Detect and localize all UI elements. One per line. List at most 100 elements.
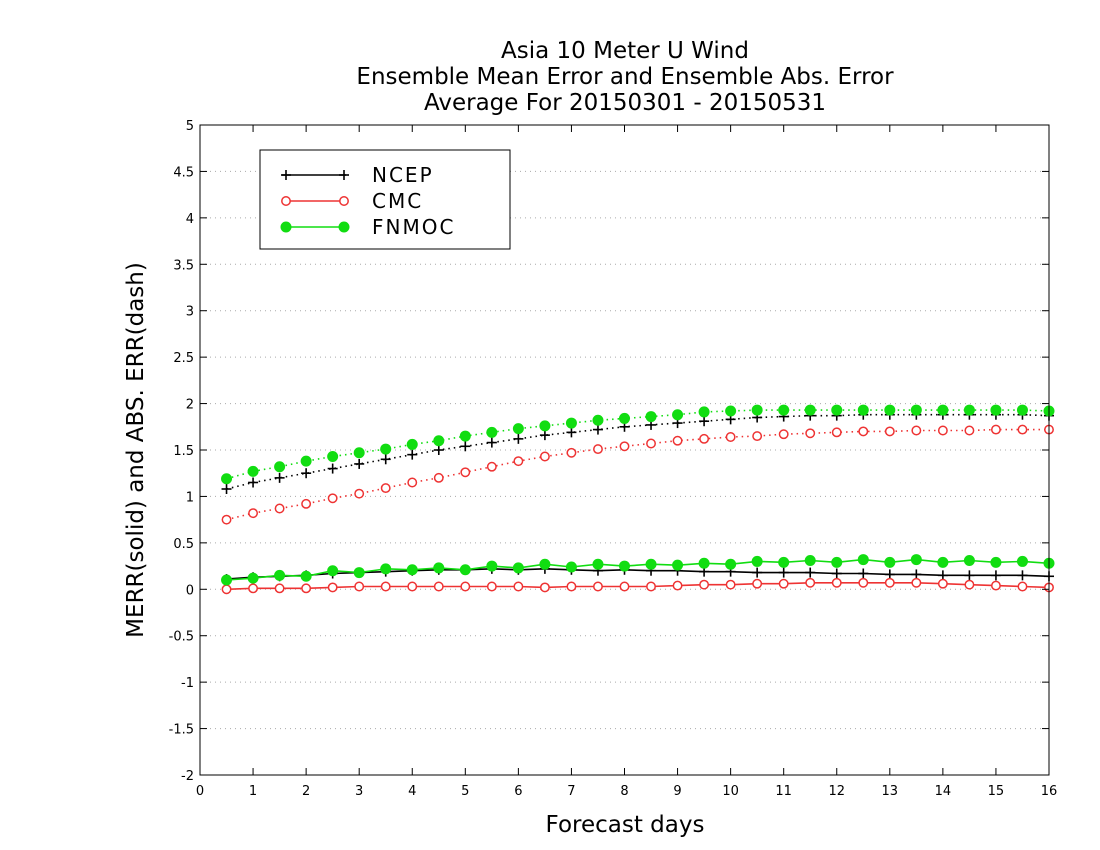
fnmoc-mean-error-point xyxy=(565,561,577,573)
fnmoc-abs-error-point xyxy=(327,451,339,462)
cmc-abs-error-point xyxy=(407,477,418,488)
cmc-mean-error-point xyxy=(964,579,975,590)
ncep-abs-error-point xyxy=(539,430,550,441)
x-tick-label: 14 xyxy=(935,784,952,799)
cmc-mean-error-point xyxy=(805,577,816,588)
fnmoc-abs-error-point xyxy=(353,447,365,459)
cmc-abs-error-point xyxy=(593,444,603,455)
ncep-abs-error-point xyxy=(566,427,577,438)
cmc-abs-error-point xyxy=(354,488,365,499)
cmc-mean-error-point xyxy=(407,581,418,592)
x-tick-label: 6 xyxy=(514,784,522,799)
ncep-abs-error-point xyxy=(248,477,259,488)
y-tick-label: 1 xyxy=(186,490,194,505)
fnmoc-mean-error-point xyxy=(884,556,896,568)
fnmoc-mean-error-point xyxy=(778,556,790,568)
fnmoc-mean-error-point xyxy=(380,563,392,575)
cmc-abs-error-point xyxy=(911,425,922,436)
legend-label-ncep: NCEP xyxy=(372,163,434,187)
cmc-abs-error-point xyxy=(248,508,259,519)
legend-marker-ncep xyxy=(339,170,349,180)
series-cmc xyxy=(221,424,1054,595)
cmc-abs-error-point xyxy=(513,456,524,467)
cmc-abs-error-point xyxy=(725,432,736,442)
ncep-mean-error-point xyxy=(831,568,842,579)
fnmoc-abs-error-point xyxy=(831,404,843,416)
fnmoc-abs-error-point xyxy=(725,405,737,417)
x-tick-label: 13 xyxy=(882,784,899,799)
cmc-abs-error-point xyxy=(990,424,1001,435)
fnmoc-abs-error-point xyxy=(990,404,1002,416)
series-layer xyxy=(221,404,1055,595)
ncep-abs-error-point xyxy=(513,433,524,444)
ncep-abs-error-point xyxy=(407,449,418,460)
x-tick-label: 11 xyxy=(775,784,792,799)
x-tick-label: 3 xyxy=(355,784,363,799)
y-tick-label: 1.5 xyxy=(173,444,194,459)
fnmoc-mean-error-point xyxy=(1016,555,1028,567)
y-tick-label: -0.5 xyxy=(169,630,194,645)
x-tick-label: 0 xyxy=(196,784,204,799)
fnmoc-mean-error-point xyxy=(831,556,843,568)
fnmoc-mean-error-point xyxy=(672,559,684,571)
ncep-abs-error-line xyxy=(226,413,1050,490)
ncep-mean-error-point xyxy=(805,567,816,578)
y-tick-label: 0 xyxy=(186,583,194,598)
cmc-mean-error-point xyxy=(672,580,683,591)
fnmoc-mean-error-point xyxy=(406,564,418,576)
cmc-abs-error-point xyxy=(752,431,763,442)
fnmoc-abs-error-point xyxy=(804,404,816,416)
cmc-mean-error-point xyxy=(566,581,577,592)
cmc-abs-error-point xyxy=(646,438,656,449)
cmc-abs-error-point xyxy=(433,472,444,483)
cmc-abs-error-point xyxy=(274,503,285,514)
ncep-mean-error-point xyxy=(964,570,975,581)
fnmoc-mean-error-point xyxy=(698,557,710,569)
cmc-mean-error-point xyxy=(911,577,922,588)
legend-label-fnmoc: FNMOC xyxy=(372,215,455,239)
fnmoc-mean-error-point xyxy=(990,556,1002,568)
cmc-mean-error-point xyxy=(433,581,444,592)
cmc-mean-error-point xyxy=(646,581,656,592)
fnmoc-mean-error-point xyxy=(486,560,498,572)
cmc-mean-error-point xyxy=(380,581,391,592)
y-tick-label: 2 xyxy=(186,398,194,413)
fnmoc-abs-error-point xyxy=(380,443,392,455)
fnmoc-mean-error-point xyxy=(963,555,975,566)
fnmoc-mean-error-point xyxy=(592,558,604,570)
fnmoc-mean-error-point xyxy=(857,554,869,566)
ncep-abs-error-point xyxy=(301,468,312,479)
cmc-abs-error-point xyxy=(619,441,630,452)
y-tick-label: 4 xyxy=(186,212,194,227)
cmc-mean-error-point xyxy=(778,578,789,589)
cmc-abs-error-point xyxy=(1017,424,1028,435)
cmc-mean-error-point xyxy=(831,577,842,588)
title-line-1: Asia 10 Meter U Wind xyxy=(501,38,749,64)
ncep-abs-error-point xyxy=(221,484,232,494)
x-tick-label: 2 xyxy=(302,784,310,799)
fnmoc-abs-error-point xyxy=(884,404,896,416)
y-tick-label: 3 xyxy=(186,305,194,320)
ncep-abs-error-point xyxy=(433,445,444,455)
ncep-abs-error-point xyxy=(460,441,471,452)
cmc-mean-error-point xyxy=(248,583,259,594)
fnmoc-abs-error-point xyxy=(698,406,710,418)
x-tick-label: 1 xyxy=(249,784,257,799)
y-tick-label: 2.5 xyxy=(173,351,194,366)
cmc-abs-error-point xyxy=(964,425,975,436)
cmc-mean-error-point xyxy=(354,581,365,592)
cmc-mean-error-point xyxy=(937,578,948,589)
fnmoc-abs-error-point xyxy=(963,404,975,416)
y-tick-label: 3.5 xyxy=(173,258,194,273)
fnmoc-mean-error-point xyxy=(353,567,365,579)
cmc-mean-error-point xyxy=(301,583,312,594)
cmc-abs-error-point xyxy=(858,426,869,437)
cmc-mean-error-point xyxy=(327,582,338,593)
cmc-abs-error-point xyxy=(301,498,312,509)
series-ncep xyxy=(221,409,1054,585)
cmc-abs-error-point xyxy=(884,426,895,437)
ncep-mean-error-point xyxy=(937,570,948,581)
cmc-abs-error-point xyxy=(566,447,577,458)
fnmoc-mean-error-point xyxy=(804,555,816,566)
ncep-mean-error-point xyxy=(858,568,869,579)
